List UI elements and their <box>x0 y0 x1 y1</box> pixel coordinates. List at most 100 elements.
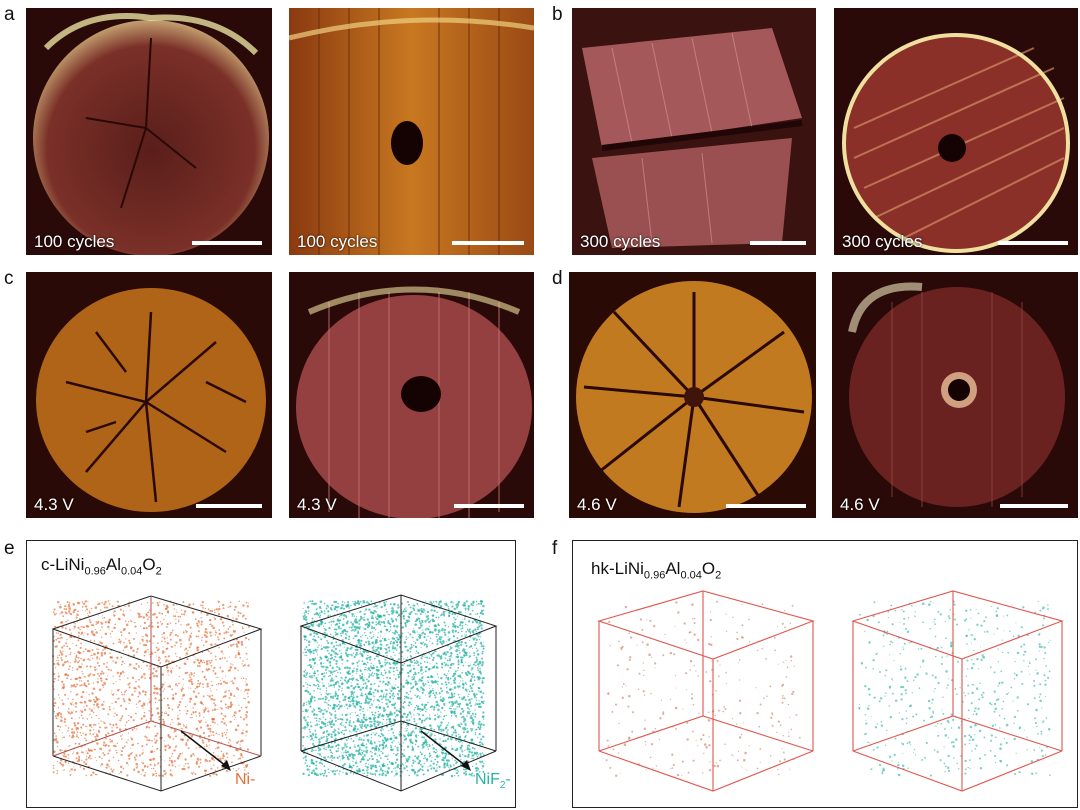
point-cloud-dot <box>357 744 360 748</box>
point-cloud-dot <box>456 625 459 629</box>
point-cloud-dot <box>221 720 224 723</box>
point-cloud-dot <box>372 732 374 734</box>
point-cloud-dot <box>192 603 195 605</box>
point-cloud-dot <box>409 651 412 653</box>
point-cloud-dot <box>190 771 192 773</box>
point-cloud-dot <box>201 651 204 654</box>
point-cloud-dot <box>436 642 439 645</box>
point-cloud-dot <box>372 667 374 670</box>
point-cloud-dot <box>440 711 442 713</box>
point-cloud-dot <box>363 726 365 728</box>
point-cloud-dot <box>302 685 305 688</box>
point-cloud-dot <box>403 658 405 660</box>
point-cloud-dot <box>341 690 343 692</box>
point-cloud-dot <box>303 702 306 705</box>
point-cloud-dot <box>157 648 160 651</box>
point-cloud-dot <box>412 730 414 733</box>
point-cloud-dot <box>421 655 424 658</box>
point-cloud-dot <box>78 742 81 745</box>
point-cloud-dot <box>103 722 106 725</box>
point-cloud-dot <box>143 621 147 625</box>
point-cloud-dot <box>414 760 416 763</box>
point-cloud-dot <box>148 665 151 668</box>
point-cloud-dot <box>357 626 360 629</box>
point-cloud-dot <box>345 745 348 748</box>
point-cloud-dot <box>155 775 158 777</box>
point-cloud-dot <box>440 751 444 754</box>
point-cloud-dot <box>324 725 327 728</box>
point-cloud-dot <box>380 757 382 759</box>
point-cloud-dot <box>444 746 447 749</box>
point-cloud-dot <box>154 701 157 704</box>
point-cloud-dot <box>439 657 443 660</box>
point-cloud-dot <box>72 729 74 731</box>
point-cloud-dot <box>405 607 407 609</box>
point-cloud-dot <box>127 732 129 734</box>
point-cloud-dot <box>79 731 82 734</box>
point-cloud-dot <box>462 648 465 651</box>
point-cloud-dot <box>422 684 425 687</box>
point-cloud-dot <box>350 695 353 698</box>
point-cloud-dot <box>465 612 467 614</box>
point-cloud-dot <box>53 750 56 754</box>
point-cloud-dot <box>164 656 166 658</box>
point-cloud-dot <box>382 765 385 768</box>
point-cloud-dot <box>87 752 89 754</box>
point-cloud-dot <box>326 697 328 699</box>
point-cloud-dot <box>200 623 203 626</box>
point-cloud-dot <box>329 722 332 726</box>
point-cloud-dot <box>156 642 159 644</box>
point-cloud-dot <box>394 630 398 633</box>
point-cloud-dot <box>338 685 341 688</box>
point-cloud-dot <box>349 755 351 757</box>
point-cloud-dot <box>456 769 459 772</box>
point-cloud-dot <box>167 660 170 663</box>
point-cloud-dot <box>392 662 395 665</box>
point-cloud-dot <box>247 696 249 698</box>
point-cloud-dot <box>221 657 224 659</box>
point-cloud-dot <box>444 762 447 765</box>
point-cloud-dot <box>431 757 433 759</box>
point-cloud-dot <box>94 606 98 609</box>
point-cloud-dot <box>103 721 105 723</box>
point-cloud-dot <box>57 694 60 696</box>
point-cloud-dot <box>89 659 91 661</box>
point-cloud-dot <box>468 702 471 705</box>
point-cloud-dot <box>221 734 224 737</box>
point-cloud-dot <box>315 767 318 770</box>
point-cloud-dot <box>421 691 424 694</box>
point-cloud-dot <box>227 628 230 630</box>
point-cloud-dot <box>86 633 89 636</box>
point-cloud-dot <box>161 640 163 643</box>
point-cloud-dot <box>67 605 71 608</box>
point-cloud-dot <box>477 768 480 770</box>
point-cloud-dot <box>339 679 342 682</box>
point-cloud-dot <box>393 734 395 737</box>
point-cloud-dot <box>90 672 92 674</box>
point-cloud-dot <box>449 764 452 766</box>
point-cloud-dot <box>376 617 379 620</box>
point-cloud-dot <box>436 654 439 657</box>
point-cloud-dot <box>373 725 375 727</box>
point-cloud-dot <box>76 613 79 617</box>
point-cloud-dot <box>319 691 321 694</box>
point-cloud-dot <box>222 607 225 610</box>
point-cloud-dot <box>98 688 102 691</box>
point-cloud-dot <box>112 682 115 685</box>
point-cloud-dot <box>404 621 407 625</box>
point-cloud-dot <box>347 737 350 740</box>
point-cloud-dot <box>435 616 438 619</box>
point-cloud-dot <box>387 644 389 646</box>
scale-bar <box>1000 504 1068 508</box>
point-cloud-dot <box>424 683 427 685</box>
point-cloud-dot <box>443 766 446 769</box>
point-cloud-dot <box>90 630 94 633</box>
point-cloud-dot <box>340 632 342 635</box>
point-cloud-dot <box>359 648 362 651</box>
point-cloud-dot <box>332 683 336 687</box>
point-cloud-dot <box>85 755 88 757</box>
point-cloud-dot <box>475 638 478 642</box>
point-cloud-dot <box>156 692 159 695</box>
point-cloud-dot <box>360 694 363 697</box>
point-cloud-dot <box>310 750 313 753</box>
